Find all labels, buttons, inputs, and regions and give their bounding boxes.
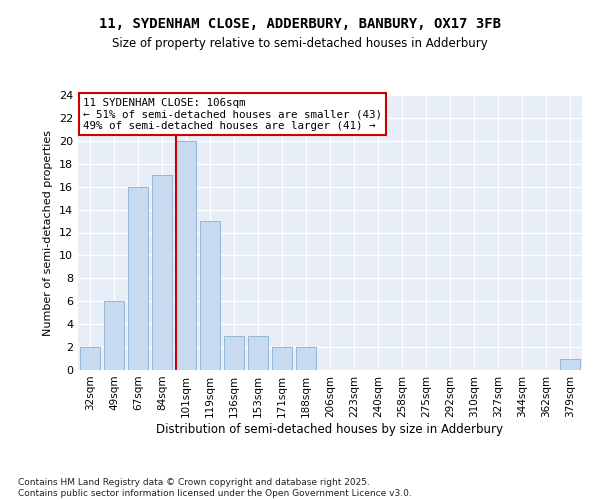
Bar: [104, 301, 124, 370]
Bar: [80, 347, 100, 370]
Bar: [296, 347, 316, 370]
Bar: [560, 358, 580, 370]
Bar: [248, 336, 268, 370]
Bar: [176, 141, 196, 370]
Y-axis label: Number of semi-detached properties: Number of semi-detached properties: [43, 130, 53, 336]
Bar: [224, 336, 244, 370]
Text: Size of property relative to semi-detached houses in Adderbury: Size of property relative to semi-detach…: [112, 38, 488, 51]
Bar: [152, 175, 172, 370]
X-axis label: Distribution of semi-detached houses by size in Adderbury: Distribution of semi-detached houses by …: [157, 422, 503, 436]
Text: 11, SYDENHAM CLOSE, ADDERBURY, BANBURY, OX17 3FB: 11, SYDENHAM CLOSE, ADDERBURY, BANBURY, …: [99, 18, 501, 32]
Text: Contains HM Land Registry data © Crown copyright and database right 2025.
Contai: Contains HM Land Registry data © Crown c…: [18, 478, 412, 498]
Text: 11 SYDENHAM CLOSE: 106sqm
← 51% of semi-detached houses are smaller (43)
49% of : 11 SYDENHAM CLOSE: 106sqm ← 51% of semi-…: [83, 98, 382, 131]
Bar: [128, 186, 148, 370]
Bar: [272, 347, 292, 370]
Bar: [200, 221, 220, 370]
